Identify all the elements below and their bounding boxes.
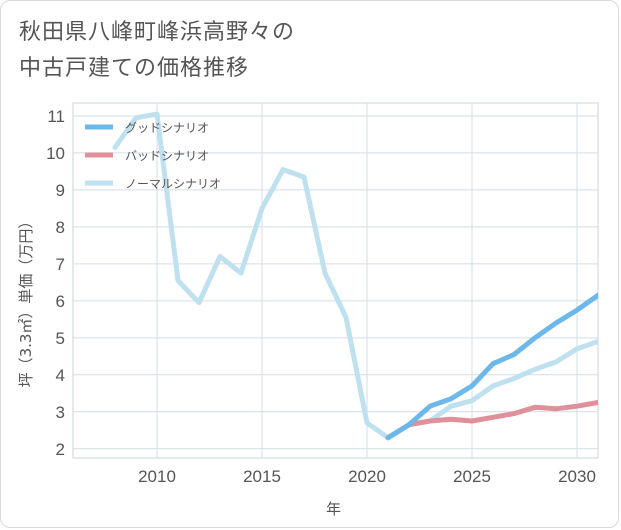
series-line-1: [385, 292, 598, 441]
y-tick-label-3: 3: [56, 403, 65, 422]
chart-title-line1: 秋田県八峰町峰浜高野々の: [19, 20, 296, 45]
y-tick-label-7: 7: [56, 255, 65, 274]
y-tick-label-10: 10: [46, 144, 65, 163]
legend-label-2: バッドシナリオ: [125, 149, 209, 163]
x-tick-label-2015: 2015: [243, 467, 281, 486]
y-tick-label-6: 6: [56, 292, 65, 311]
legend-label-1: グッドシナリオ: [125, 121, 209, 135]
y-tick-label-2: 2: [56, 440, 65, 459]
series-line-2: [385, 400, 598, 441]
y-tick-label-11: 11: [47, 107, 65, 126]
chart-title-line2: 中古戸建ての価格推移: [19, 56, 250, 81]
y-tick-label-8: 8: [56, 218, 65, 237]
x-axis-label: 年: [326, 500, 341, 518]
y-axis-label: 坪（3.3㎡）単価（万円）: [17, 214, 35, 388]
plot-area: [72, 102, 599, 459]
x-tick-label-2025: 2025: [453, 467, 491, 486]
x-tick-label-2010: 2010: [138, 467, 176, 486]
chart-title: 秋田県八峰町峰浜高野々の 中古戸建ての価格推移: [19, 15, 295, 87]
x-tick-label-2030: 2030: [558, 467, 596, 486]
legend-label-3: ノーマルシナリオ: [125, 177, 221, 191]
y-tick-label-4: 4: [56, 366, 65, 385]
x-tick-label-2020: 2020: [348, 467, 386, 486]
y-tick-label-5: 5: [56, 329, 65, 348]
y-tick-label-9: 9: [56, 181, 65, 200]
series-line-3: [112, 111, 598, 441]
